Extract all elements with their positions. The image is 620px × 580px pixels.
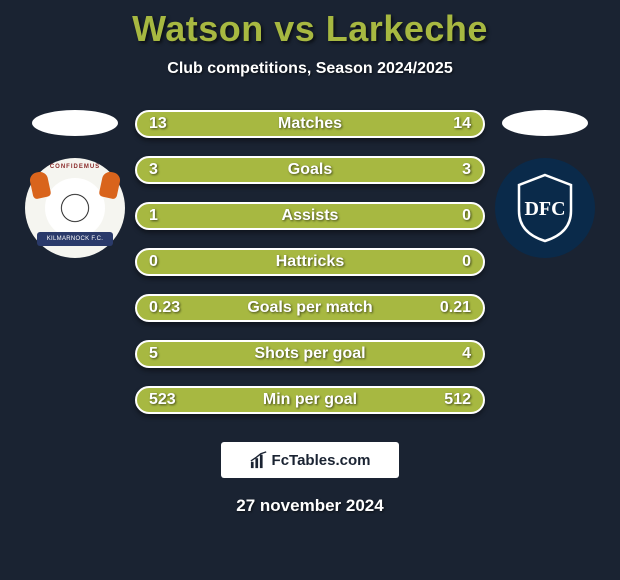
crest-motto: CONFIDEMUS — [50, 164, 100, 170]
chart-icon — [250, 451, 268, 469]
right-player-col: DFC — [485, 110, 605, 258]
left-club-crest: CONFIDEMUS KILMARNOCK F.C. — [25, 158, 125, 258]
stat-label: Goals per match — [189, 299, 431, 317]
stat-left-value: 523 — [149, 391, 189, 409]
stat-bar: 0Hattricks0 — [135, 248, 485, 276]
stat-label: Hattricks — [189, 253, 431, 271]
stat-left-value: 5 — [149, 345, 189, 363]
stat-bar: 5Shots per goal4 — [135, 340, 485, 368]
stat-left-value: 0 — [149, 253, 189, 271]
stat-bar: 0.23Goals per match0.21 — [135, 294, 485, 322]
stat-label: Assists — [189, 207, 431, 225]
page-title: Watson vs Larkeche — [132, 8, 488, 50]
stat-left-value: 0.23 — [149, 299, 189, 317]
stat-bar: 523Min per goal512 — [135, 386, 485, 414]
crest-club-name: KILMARNOCK F.C. — [37, 232, 113, 246]
right-club-crest: DFC — [495, 158, 595, 258]
right-flag-icon — [502, 110, 588, 136]
stat-right-value: 3 — [431, 161, 471, 179]
source-logo-text: FcTables.com — [272, 452, 371, 469]
stat-bar: 13Matches14 — [135, 110, 485, 138]
crest-shield-icon: DFC — [515, 173, 575, 243]
stat-label: Min per goal — [189, 391, 431, 409]
stat-label: Goals — [189, 161, 431, 179]
date-text: 27 november 2024 — [236, 496, 383, 516]
stat-right-value: 14 — [431, 115, 471, 133]
source-logo[interactable]: FcTables.com — [221, 442, 399, 478]
main-row: CONFIDEMUS KILMARNOCK F.C. 13Matches143G… — [0, 110, 620, 414]
stat-right-value: 0 — [431, 207, 471, 225]
stat-left-value: 13 — [149, 115, 189, 133]
stat-right-value: 4 — [431, 345, 471, 363]
crest-ball-icon — [45, 178, 105, 238]
stat-right-value: 512 — [431, 391, 471, 409]
subtitle: Club competitions, Season 2024/2025 — [167, 60, 452, 78]
stats-column: 13Matches143Goals31Assists00Hattricks00.… — [135, 110, 485, 414]
stat-left-value: 1 — [149, 207, 189, 225]
comparison-card: Watson vs Larkeche Club competitions, Se… — [0, 0, 620, 580]
stat-bar: 3Goals3 — [135, 156, 485, 184]
left-player-col: CONFIDEMUS KILMARNOCK F.C. — [15, 110, 135, 258]
stat-right-value: 0 — [431, 253, 471, 271]
stat-right-value: 0.21 — [431, 299, 471, 317]
left-flag-icon — [32, 110, 118, 136]
crest-letters: DFC — [524, 198, 565, 220]
stat-bar: 1Assists0 — [135, 202, 485, 230]
stat-label: Matches — [189, 115, 431, 133]
stat-left-value: 3 — [149, 161, 189, 179]
stat-label: Shots per goal — [189, 345, 431, 363]
